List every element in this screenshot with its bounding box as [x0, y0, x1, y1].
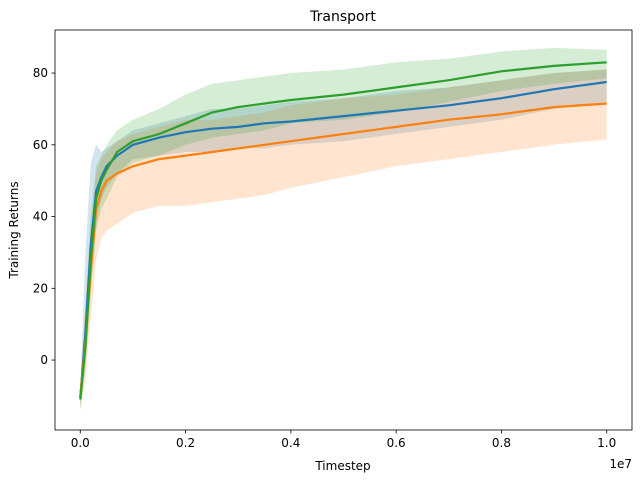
y-tick-label: 0	[40, 353, 48, 367]
series-2-line	[79, 61, 607, 400]
x-axis-label: Timestep	[314, 459, 370, 473]
x-tick-label: 0.8	[492, 436, 511, 450]
x-tick-label: 0.2	[176, 436, 195, 450]
series-1-line	[79, 102, 607, 397]
series-1-band	[80, 69, 607, 411]
x-tick-label: 0.0	[71, 436, 90, 450]
chart-title: Transport	[309, 9, 376, 25]
x-tick-label: 0.6	[387, 436, 406, 450]
series-0-line	[79, 80, 607, 398]
series-0-band	[80, 69, 607, 407]
plot-area: 0.0 0.2 0.4 0.6 0.8 1.0 0 20 40 60 80	[33, 29, 633, 450]
x-tick-label: 0.4	[281, 436, 300, 450]
y-tick-label: 20	[33, 281, 48, 295]
y-tick-label: 60	[33, 138, 48, 152]
plot-frame	[54, 29, 633, 431]
x-offset-label: 1e7	[609, 457, 632, 471]
x-tick-label: 1.0	[597, 436, 616, 450]
y-tick-label: 40	[33, 210, 48, 224]
y-axis-label: Training Returns	[7, 181, 21, 279]
y-tick-label: 80	[33, 66, 48, 80]
